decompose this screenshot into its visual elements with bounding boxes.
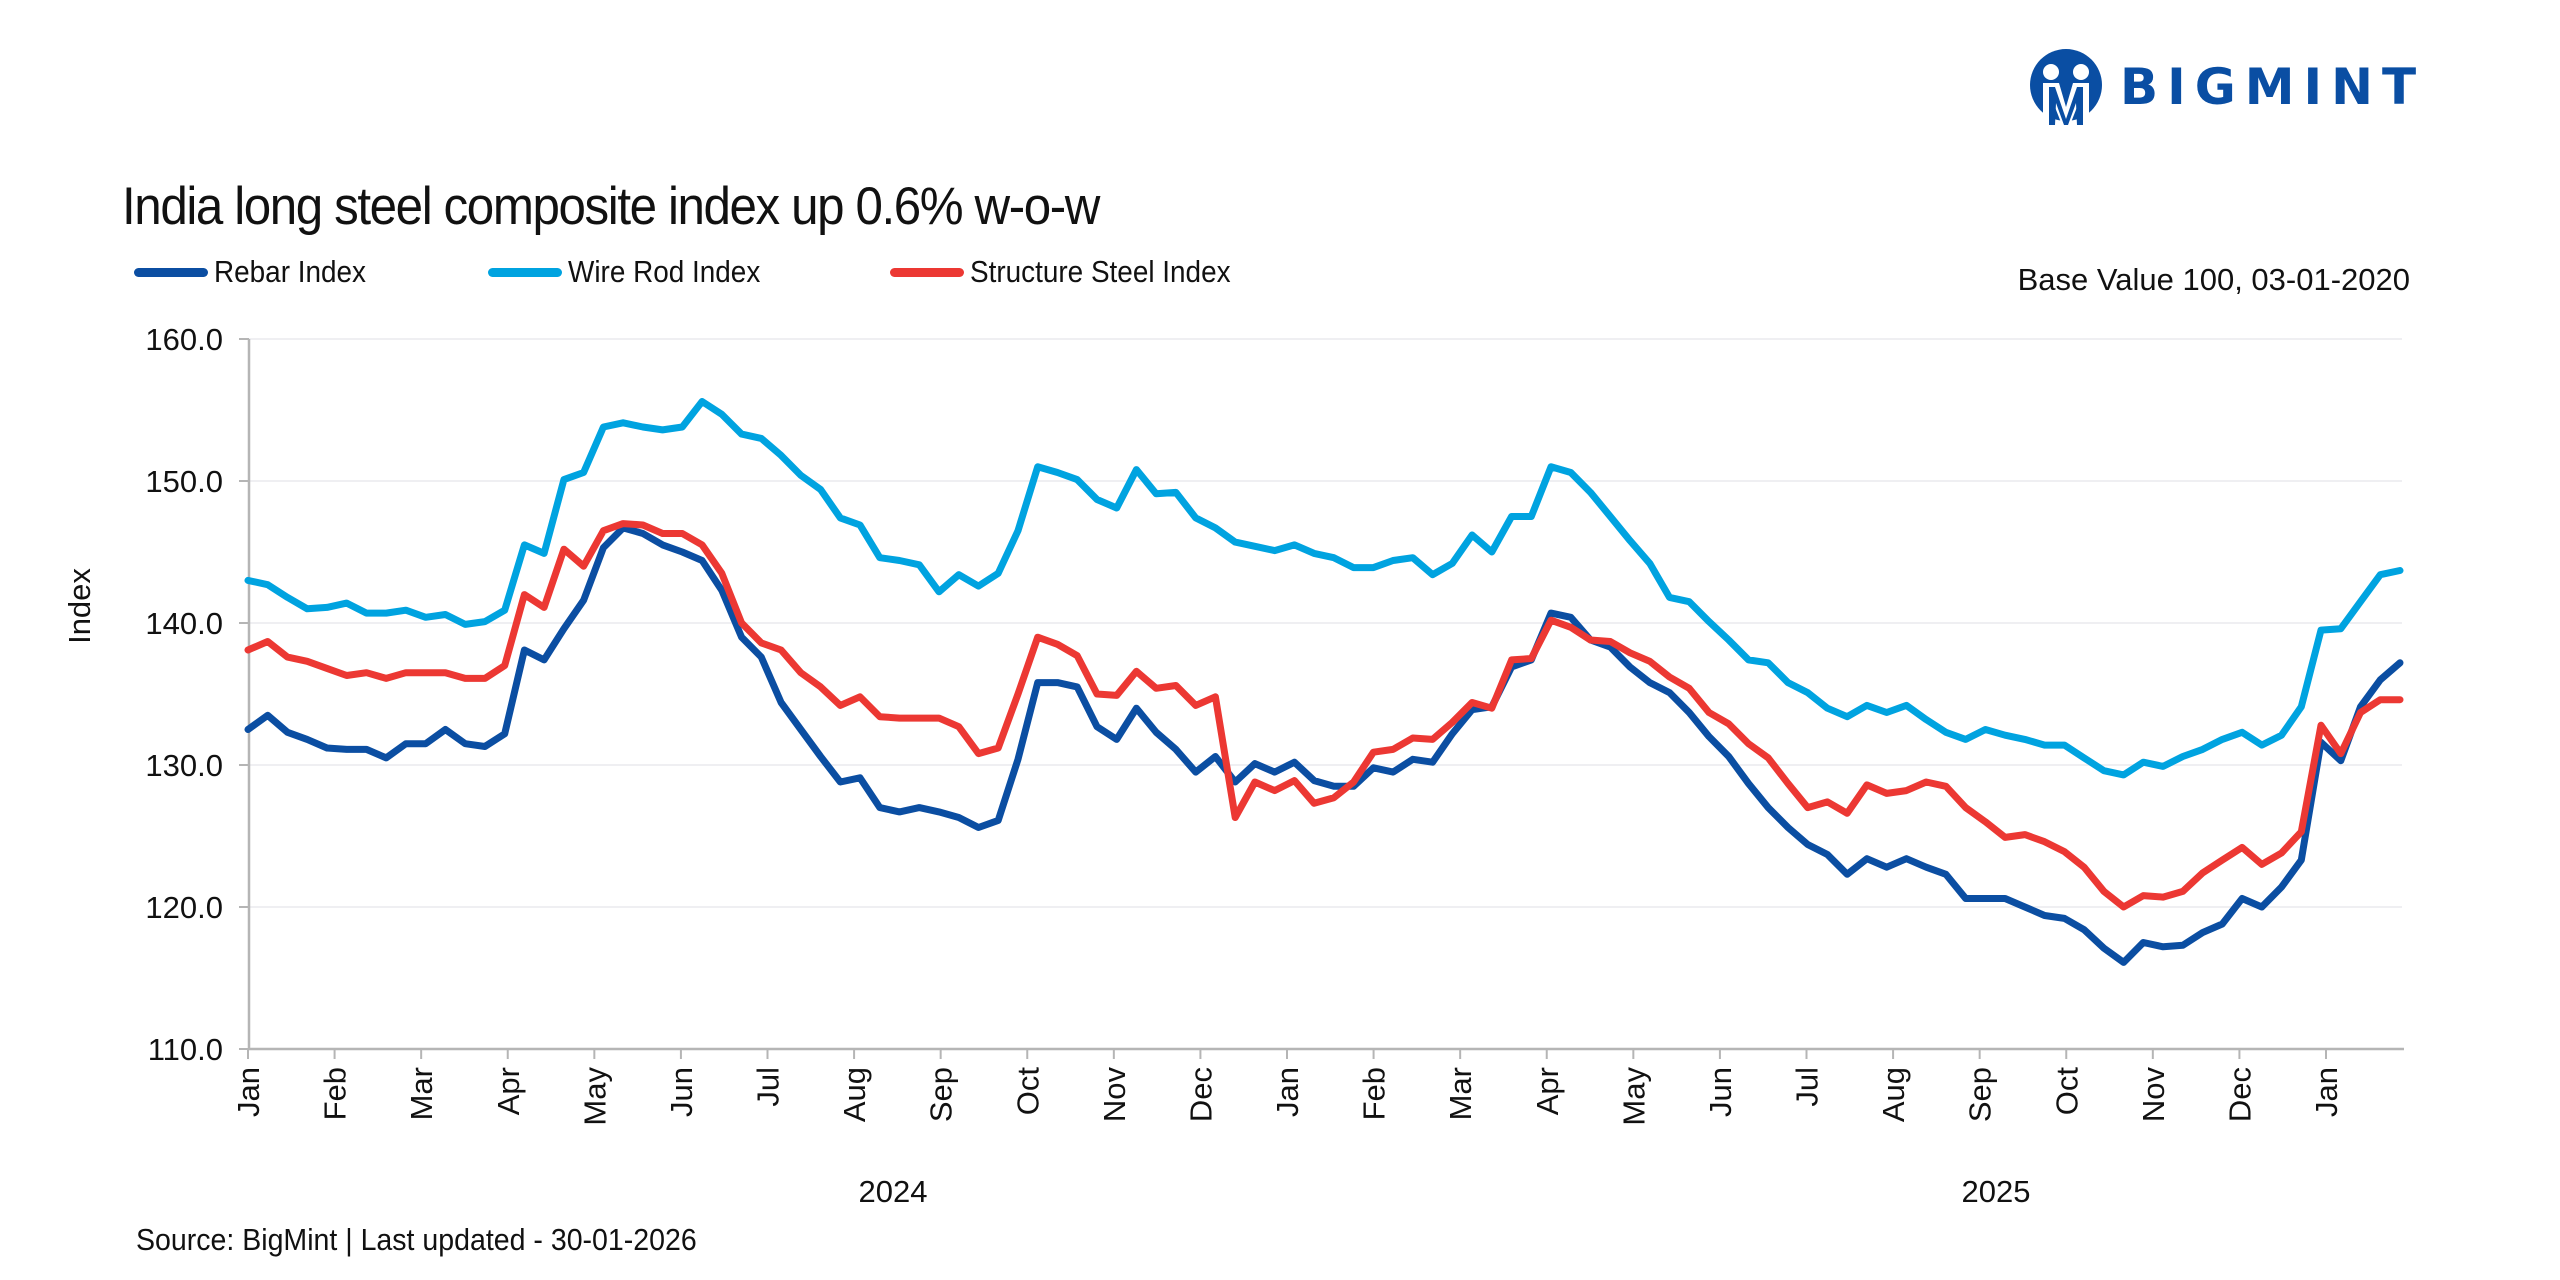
- legend-label-rebar: Rebar Index: [214, 254, 367, 289]
- x-tick-label: Sep: [924, 1067, 959, 1122]
- legend-item-wire-rod[interactable]: Wire Rod Index: [488, 252, 782, 292]
- y-tick-label: 160.0: [145, 322, 223, 357]
- year-label-2024: 2024: [859, 1174, 928, 1209]
- x-tick-label: May: [1616, 1067, 1651, 1126]
- legend-swatch-rebar: [134, 267, 208, 277]
- x-tick-label: Dec: [2222, 1067, 2257, 1122]
- y-tick-label: 120.0: [145, 890, 223, 925]
- source-footer: Source: BigMint | Last updated - 30-01-2…: [136, 1222, 697, 1257]
- y-axis-ticks: 160.0 150.0 140.0 130.0 120.0 110.0: [145, 322, 249, 1067]
- legend-label-wire-rod: Wire Rod Index: [568, 254, 761, 289]
- bigmint-logo: BIGMINT: [2026, 44, 2466, 130]
- legend-item-rebar[interactable]: Rebar Index: [134, 252, 383, 292]
- y-tick-label: 110.0: [148, 1032, 223, 1067]
- series-line-structure-steel-index: [244, 520, 2404, 911]
- axes: [247, 339, 2404, 1051]
- x-tick-label: Jan: [231, 1067, 266, 1117]
- y-tick-label: 130.0: [145, 748, 223, 783]
- x-tick-label: Apr: [1530, 1067, 1565, 1115]
- x-tick-label: Feb: [1357, 1067, 1392, 1120]
- legend-item-structure-steel[interactable]: Structure Steel Index: [890, 252, 1260, 292]
- x-tick-label: Dec: [1183, 1067, 1218, 1122]
- x-tick-label: Aug: [1876, 1067, 1911, 1122]
- legend-swatch-structure-steel: [890, 267, 964, 277]
- gridlines: [249, 338, 2402, 908]
- y-axis-label: Index: [62, 568, 97, 644]
- x-tick-label: Jul: [751, 1067, 786, 1107]
- logo-emblem-icon: [2030, 49, 2102, 125]
- x-tick-label: Jan: [1270, 1067, 1305, 1117]
- chart-title: India long steel composite index up 0.6%…: [122, 177, 1100, 236]
- x-tick-label: Oct: [1010, 1067, 1045, 1116]
- x-axis-ticks: Jan Feb Mar Apr May Jun Jul Aug Sep Oct Nov Dec Jan F…: [231, 1049, 2344, 1126]
- y-tick-label: 150.0: [145, 464, 223, 499]
- x-tick-label: Jun: [664, 1067, 699, 1117]
- base-value-note: Base Value 100, 03-01-2020: [2017, 262, 2410, 297]
- x-tick-label: Oct: [2049, 1067, 2084, 1116]
- x-tick-label: Apr: [491, 1067, 526, 1115]
- x-tick-label: Mar: [404, 1067, 439, 1120]
- x-tick-label: Aug: [837, 1067, 872, 1122]
- x-tick-label: Mar: [1443, 1067, 1478, 1120]
- series-line-wire-rod-index: [244, 398, 2404, 779]
- legend-label-structure-steel: Structure Steel Index: [970, 254, 1231, 289]
- x-tick-label: Feb: [318, 1067, 353, 1120]
- logo-text: BIGMINT: [2120, 58, 2426, 116]
- x-tick-label: Jun: [1703, 1067, 1738, 1117]
- x-tick-label: Sep: [1963, 1067, 1998, 1122]
- series-line-rebar-index: [244, 524, 2404, 966]
- legend-swatch-wire-rod: [488, 267, 562, 277]
- y-tick-label: 140.0: [145, 606, 223, 641]
- series-lines: [244, 398, 2404, 966]
- x-tick-label: Jul: [1790, 1067, 1825, 1107]
- x-tick-label: May: [577, 1067, 612, 1126]
- x-tick-label: Jan: [2309, 1067, 2344, 1117]
- x-tick-label: Nov: [2136, 1067, 2171, 1123]
- year-label-2025: 2025: [1962, 1174, 2031, 1209]
- x-tick-label: Nov: [1097, 1067, 1132, 1123]
